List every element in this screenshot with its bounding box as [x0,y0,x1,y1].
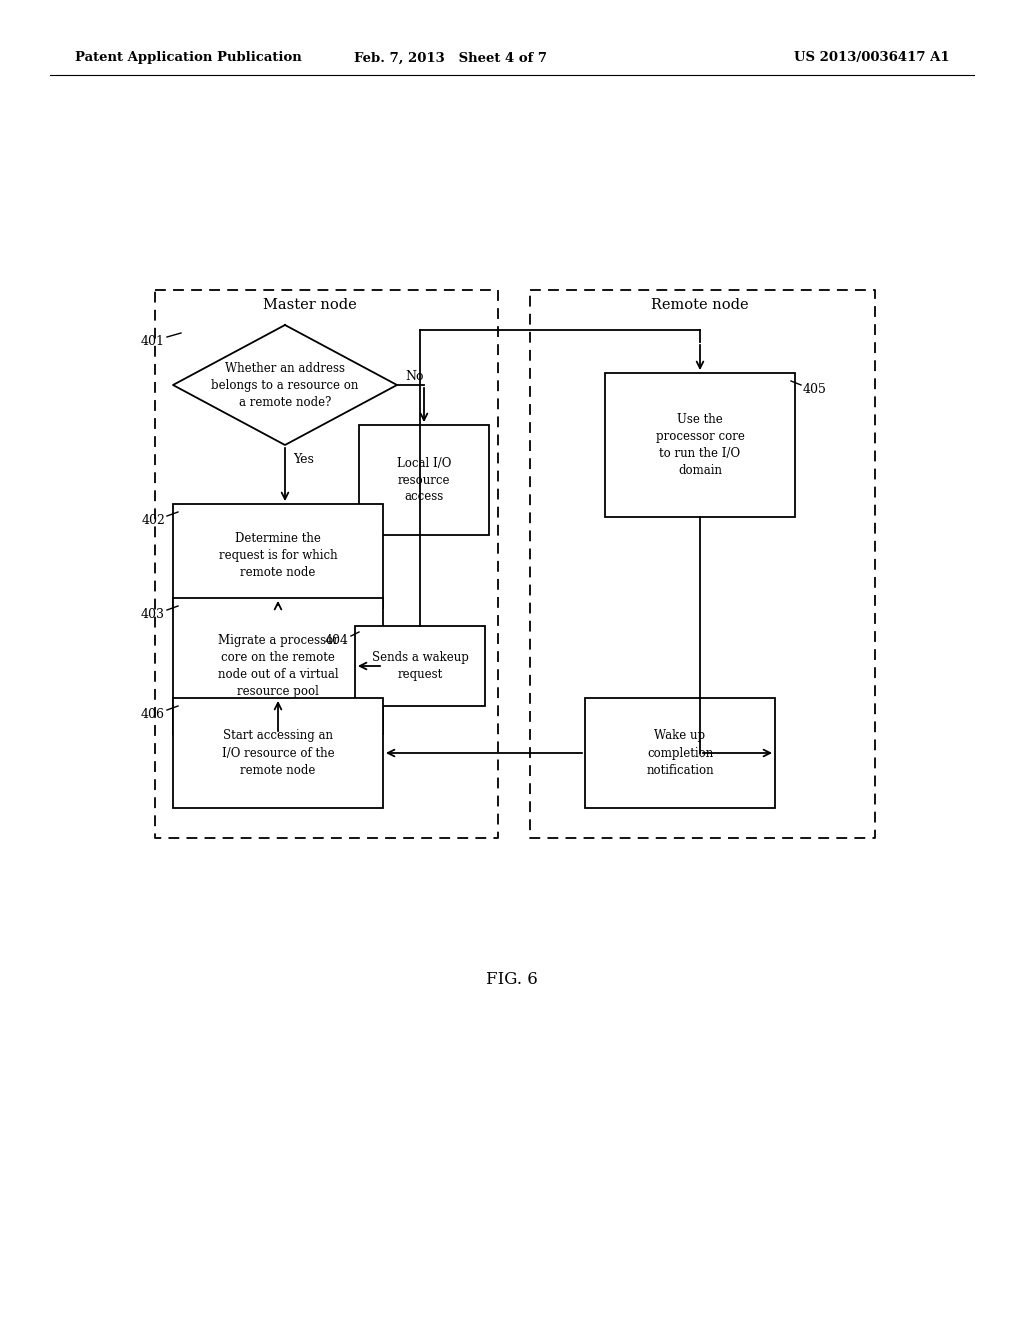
Bar [355,626,485,706]
Text: Local I/O
resource
access: Local I/O resource access [397,457,452,503]
Text: 401: 401 [141,335,165,348]
Text: Start accessing an
I/O resource of the
remote node: Start accessing an I/O resource of the r… [221,730,334,776]
Text: Wake up
completion
notification: Wake up completion notification [646,730,714,776]
Bar [173,598,383,734]
Polygon shape [173,325,397,445]
Text: Use the
processor core
to run the I/O
domain: Use the processor core to run the I/O do… [655,413,744,477]
Text: Sends a wakeup
request: Sends a wakeup request [372,651,468,681]
Bar [359,425,489,535]
Text: Feb. 7, 2013   Sheet 4 of 7: Feb. 7, 2013 Sheet 4 of 7 [353,51,547,65]
Text: 406: 406 [141,708,165,721]
Text: FIG. 6: FIG. 6 [486,972,538,989]
Text: No: No [406,371,424,384]
Text: Migrate a processor
core on the remote
node out of a virtual
resource pool: Migrate a processor core on the remote n… [217,634,339,698]
Bar [585,698,775,808]
Bar [605,374,795,517]
Text: US 2013/0036417 A1: US 2013/0036417 A1 [795,51,950,65]
Text: Master node: Master node [263,298,357,312]
Text: Remote node: Remote node [651,298,749,312]
Bar [173,698,383,808]
Text: Yes: Yes [293,453,314,466]
Text: Patent Application Publication: Patent Application Publication [75,51,302,65]
Bar [173,504,383,609]
Text: 403: 403 [141,609,165,620]
Text: Determine the
request is for which
remote node: Determine the request is for which remot… [219,532,337,579]
Text: 404: 404 [325,634,349,647]
Text: 402: 402 [141,513,165,527]
Text: 405: 405 [803,383,826,396]
Text: Whether an address
belongs to a resource on
a remote node?: Whether an address belongs to a resource… [211,362,358,408]
